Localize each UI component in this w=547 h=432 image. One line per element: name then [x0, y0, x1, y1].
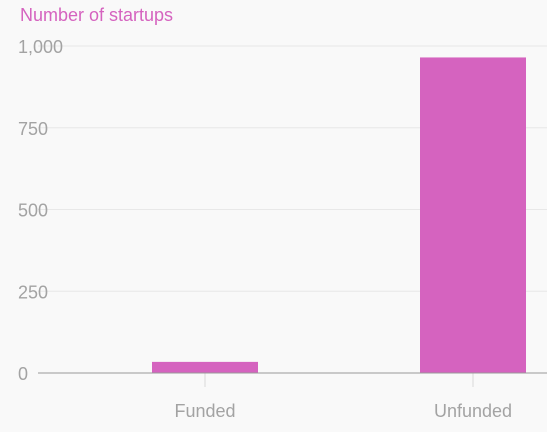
y-tick-label: 750 [18, 119, 48, 139]
x-axis-ticks: Funded Unfunded [174, 373, 512, 421]
bar-funded[interactable] [152, 361, 258, 373]
y-tick-label: 1,000 [18, 37, 63, 57]
y-axis-title: Number of startups [20, 5, 173, 25]
y-axis-ticks: 0 250 500 750 1,000 [18, 37, 63, 384]
bar-unfunded[interactable] [420, 57, 526, 373]
y-tick-label: 500 [18, 201, 48, 221]
x-tick-label: Unfunded [434, 401, 512, 421]
x-tick-label: Funded [174, 401, 235, 421]
y-tick-label: 0 [18, 364, 28, 384]
y-tick-label: 250 [18, 282, 48, 302]
bars [152, 57, 526, 373]
